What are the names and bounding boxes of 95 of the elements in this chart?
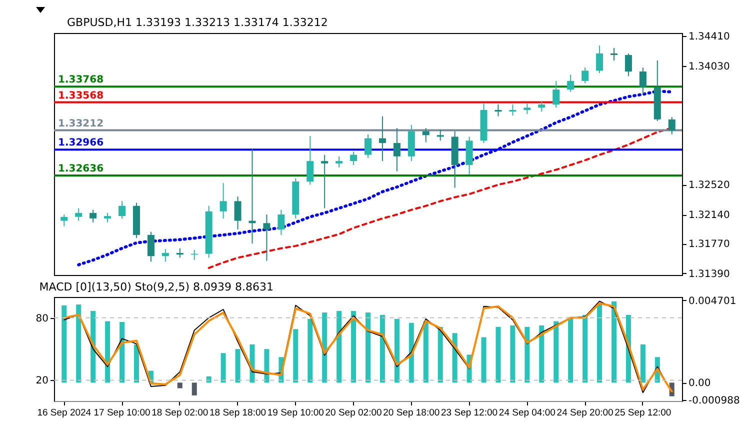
bar xyxy=(611,301,616,383)
bar xyxy=(120,322,125,383)
y-tick-label: 1.32520 xyxy=(688,180,730,192)
candlestick xyxy=(524,102,531,114)
candlestick xyxy=(639,67,646,95)
candlestick xyxy=(336,156,343,168)
candlestick xyxy=(234,196,242,230)
bar xyxy=(220,353,226,383)
y-tick-label: 20 xyxy=(36,376,48,387)
bar xyxy=(510,325,516,383)
bar xyxy=(62,305,67,383)
bar xyxy=(423,321,428,383)
bar xyxy=(192,382,197,396)
candlestick xyxy=(509,104,516,116)
bar xyxy=(293,329,298,383)
bar xyxy=(582,314,588,383)
bar xyxy=(336,310,342,383)
ref-line-label: 1.33568 xyxy=(58,90,104,102)
chart-title: GBPUSD,H1 1.33193 1.33213 1.33174 1.33212 xyxy=(67,16,328,30)
x-tick-label: 24 Sep 20:00 xyxy=(556,408,614,418)
bar xyxy=(481,337,486,383)
candlestick xyxy=(364,134,372,158)
bar xyxy=(177,382,182,388)
y-tick-label: 1.31770 xyxy=(688,239,730,250)
bar xyxy=(554,321,559,383)
bar xyxy=(264,349,270,383)
x-tick-label: 18 Sep 18:00 xyxy=(210,408,266,418)
bar xyxy=(408,322,414,383)
candlestick xyxy=(75,208,82,222)
bar xyxy=(524,326,530,383)
candlestick xyxy=(552,80,560,108)
candlestick xyxy=(538,100,546,112)
candlestick xyxy=(567,74,574,92)
candlestick xyxy=(306,135,314,186)
bar xyxy=(90,310,96,383)
candlestick xyxy=(494,104,502,117)
x-tick-label: 20 Sep 02:00 xyxy=(325,408,382,418)
ref-line-label: 1.32966 xyxy=(58,138,104,149)
y2-tick-label: 0.004701 xyxy=(688,296,736,307)
bar xyxy=(539,325,544,383)
y-tick-label: 1.34410 xyxy=(688,32,730,43)
chart-title: MACD [0](13,50) Sto(9,2,5) 8.0939 8.8631 xyxy=(39,280,274,294)
candlestick xyxy=(436,129,444,142)
bar xyxy=(134,344,139,383)
candlestick xyxy=(147,231,154,262)
bar xyxy=(351,310,356,383)
bar xyxy=(235,349,240,383)
y2-tick-label: 0.00 xyxy=(688,378,711,390)
candlestick xyxy=(624,52,632,77)
bar xyxy=(597,304,602,383)
x-tick-label: 23 Sep 12:00 xyxy=(441,408,498,418)
candlestick xyxy=(278,209,285,236)
candlestick xyxy=(610,47,618,61)
ref-line-label: 1.33768 xyxy=(58,74,104,86)
bar xyxy=(394,318,400,383)
y-tick-label: 80 xyxy=(36,313,48,324)
bar xyxy=(568,317,574,383)
candlestick xyxy=(263,214,270,262)
candlestick xyxy=(321,154,328,209)
candlestick xyxy=(582,67,589,84)
candlestick xyxy=(162,248,169,262)
bar xyxy=(366,312,370,383)
y-tick-label: 1.32140 xyxy=(688,210,730,221)
candlestick xyxy=(176,248,184,258)
bar xyxy=(380,314,385,383)
bar xyxy=(322,312,328,383)
x-tick-label: 20 Sep 18:00 xyxy=(383,408,440,418)
candlestick xyxy=(393,128,400,172)
bar xyxy=(308,318,313,383)
x-tick-label: 16 Sep 2024 xyxy=(37,408,92,418)
candlestick xyxy=(668,116,676,135)
x-tick-label: 18 Sep 02:00 xyxy=(152,408,208,418)
y2-tick-label: -0.000988 xyxy=(688,395,740,406)
x-tick-label: 24 Sep 04:00 xyxy=(498,408,556,418)
bar xyxy=(640,344,646,383)
candlestick xyxy=(104,212,112,223)
ref-line-label: 1.33212 xyxy=(58,118,104,130)
y-tick-label: 1.31390 xyxy=(688,268,730,280)
candlestick xyxy=(350,151,358,166)
candlestick xyxy=(378,116,386,162)
candlestick xyxy=(596,45,604,74)
candlestick xyxy=(90,209,97,223)
bar xyxy=(496,326,501,383)
ref-line-label: 1.32636 xyxy=(58,164,104,175)
x-tick-label: 25 Sep 12:00 xyxy=(614,408,672,418)
candlestick xyxy=(118,200,126,219)
y-tick-label: 1.34030 xyxy=(688,62,730,72)
bar xyxy=(105,321,110,383)
x-tick-label: 17 Sep 10:00 xyxy=(94,408,150,418)
candlestick xyxy=(422,128,430,143)
bar xyxy=(438,326,443,383)
x-tick-label: 19 Sep 10:00 xyxy=(267,408,324,418)
candlestick xyxy=(220,182,227,219)
candlestick xyxy=(60,214,68,227)
bar xyxy=(76,304,82,383)
